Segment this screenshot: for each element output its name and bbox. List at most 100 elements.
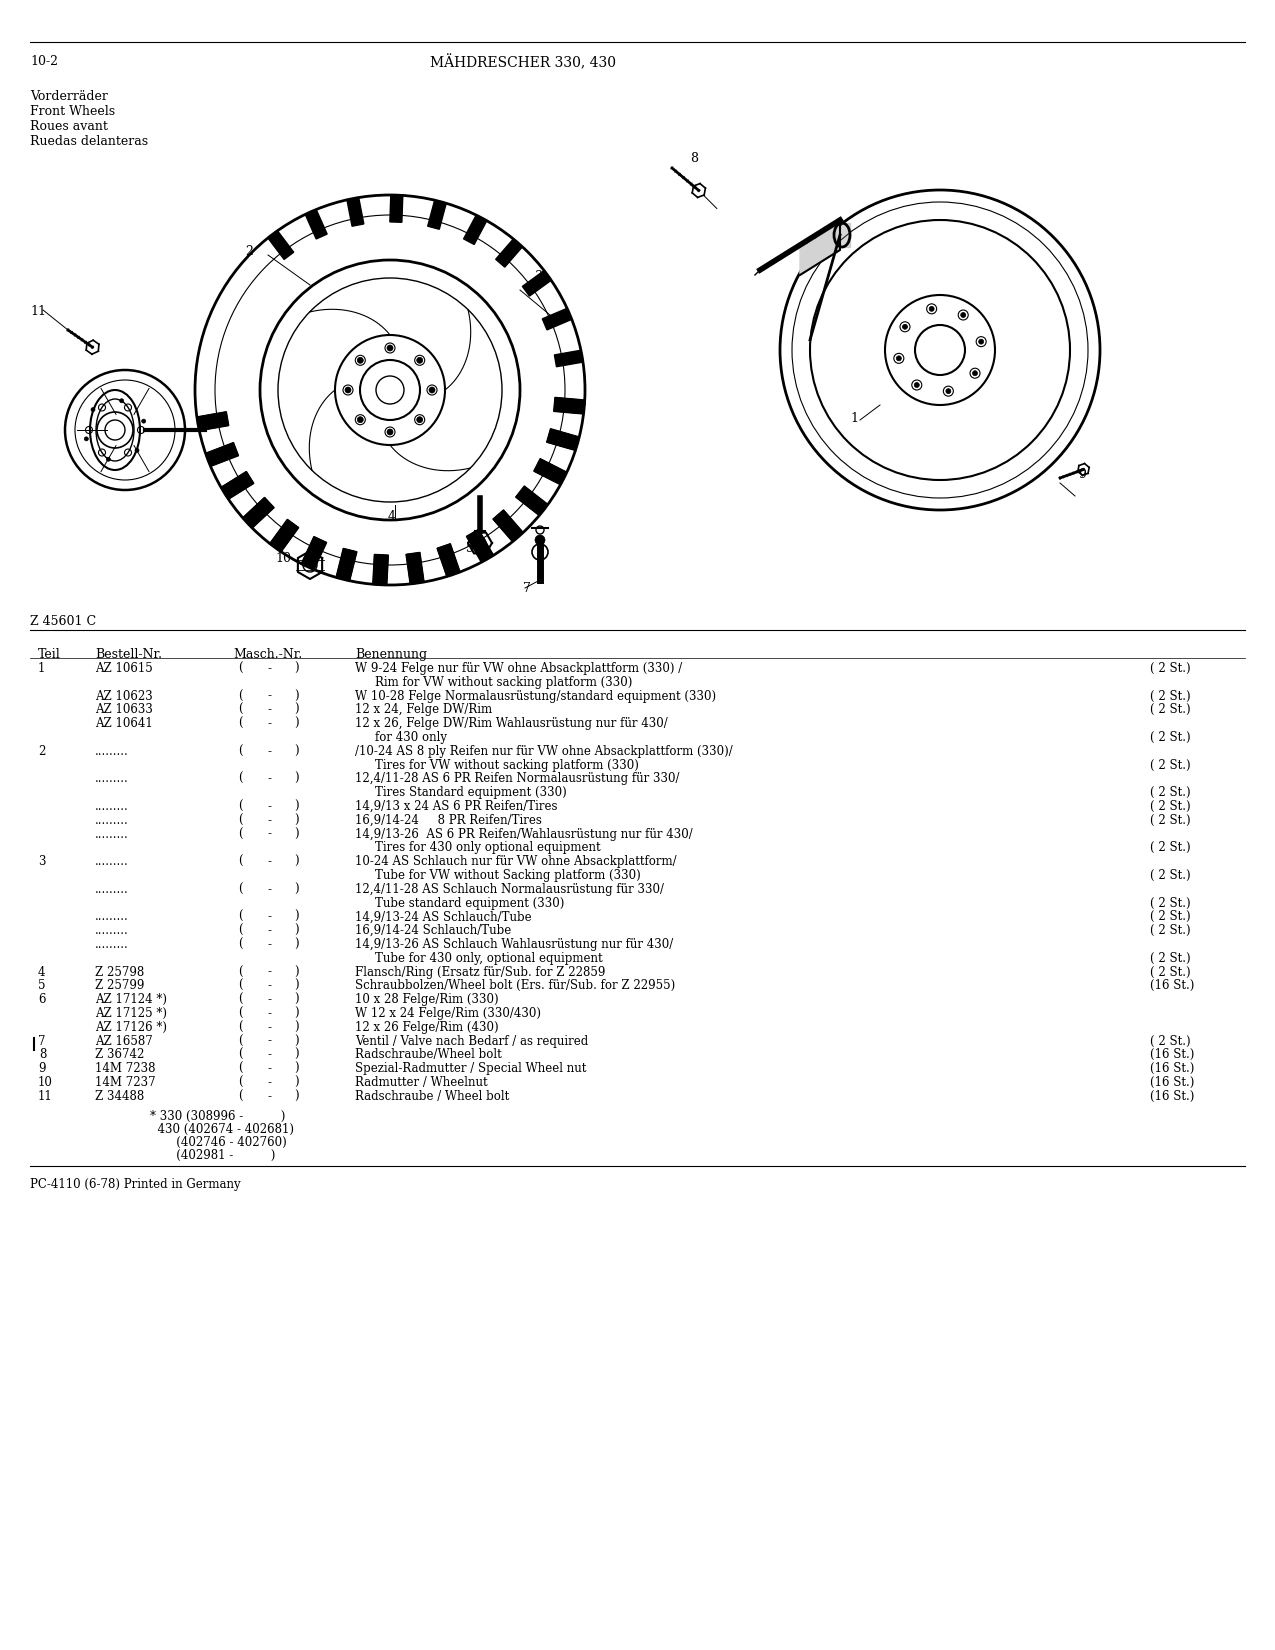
Polygon shape (464, 214, 487, 244)
Text: .........: ......... (96, 855, 129, 868)
Text: W 10-28 Felge Normalausrüstung/standard equipment (330): W 10-28 Felge Normalausrüstung/standard … (354, 690, 717, 703)
Text: 12,4/11-28 AS 6 PR Reifen Normalausrüstung für 330/: 12,4/11-28 AS 6 PR Reifen Normalausrüstu… (354, 772, 680, 785)
Text: Radschraube / Wheel bolt: Radschraube / Wheel bolt (354, 1089, 509, 1102)
Text: 8: 8 (40, 1048, 46, 1061)
Text: ( 2 St.): ( 2 St.) (1150, 965, 1191, 978)
Text: -: - (268, 855, 272, 868)
Circle shape (428, 388, 435, 393)
Text: (: ( (238, 800, 242, 813)
Circle shape (91, 408, 96, 411)
Circle shape (135, 449, 139, 452)
Circle shape (960, 312, 965, 317)
Polygon shape (437, 544, 460, 576)
Text: -: - (268, 813, 272, 827)
Text: Teil: Teil (38, 648, 61, 662)
Text: ( 2 St.): ( 2 St.) (1150, 785, 1191, 799)
Text: 2: 2 (245, 244, 252, 257)
Text: Vorderräder: Vorderräder (31, 91, 108, 102)
Text: 14,9/13-24 AS Schlauch/Tube: 14,9/13-24 AS Schlauch/Tube (354, 911, 532, 924)
Text: ( 2 St.): ( 2 St.) (1150, 911, 1191, 924)
Text: ): ) (295, 924, 298, 937)
Text: ): ) (295, 800, 298, 813)
Text: Bestell-Nr.: Bestell-Nr. (96, 648, 162, 662)
Polygon shape (372, 554, 389, 586)
Circle shape (357, 417, 363, 422)
Text: Ruedas delanteras: Ruedas delanteras (31, 135, 148, 148)
Text: -: - (268, 965, 272, 978)
Text: ): ) (295, 828, 298, 840)
Text: ): ) (295, 980, 298, 992)
Polygon shape (205, 442, 238, 467)
Text: AZ 10623: AZ 10623 (96, 690, 153, 703)
Text: ( 2 St.): ( 2 St.) (1150, 813, 1191, 827)
Text: (: ( (238, 980, 242, 992)
Text: -: - (268, 718, 272, 731)
Text: .........: ......... (96, 813, 129, 827)
Text: Z 36742: Z 36742 (96, 1048, 144, 1061)
Circle shape (142, 419, 145, 422)
Text: 5: 5 (465, 541, 474, 554)
Text: ( 2 St.): ( 2 St.) (1150, 731, 1191, 744)
Text: (: ( (238, 1076, 242, 1089)
Text: 5: 5 (38, 980, 46, 992)
Text: .........: ......... (96, 924, 129, 937)
Polygon shape (427, 200, 446, 229)
Text: 6: 6 (38, 993, 46, 1006)
Text: (16 St.): (16 St.) (1150, 1089, 1195, 1102)
Circle shape (973, 371, 978, 376)
Text: ): ) (295, 813, 298, 827)
Text: -: - (268, 800, 272, 813)
Text: -: - (268, 1076, 272, 1089)
Text: -: - (268, 1006, 272, 1020)
Polygon shape (547, 429, 579, 450)
Text: -: - (268, 1063, 272, 1076)
Circle shape (346, 388, 351, 393)
Polygon shape (534, 459, 567, 485)
Text: ( 2 St.): ( 2 St.) (1150, 800, 1191, 813)
Polygon shape (270, 520, 298, 551)
Circle shape (106, 457, 111, 462)
Text: (: ( (238, 1048, 242, 1061)
Text: -: - (268, 924, 272, 937)
Text: (: ( (238, 883, 242, 896)
Text: 12,4/11-28 AS Schlauch Normalausrüstung für 330/: 12,4/11-28 AS Schlauch Normalausrüstung … (354, 883, 664, 896)
Polygon shape (242, 497, 274, 528)
Circle shape (357, 358, 363, 363)
Text: 10 x 28 Felge/Rim (330): 10 x 28 Felge/Rim (330) (354, 993, 499, 1006)
Text: Z 25799: Z 25799 (96, 980, 144, 992)
Text: -: - (268, 690, 272, 703)
Text: ): ) (295, 1006, 298, 1020)
Text: (: ( (238, 1006, 242, 1020)
Text: 1: 1 (850, 412, 858, 426)
Text: -: - (268, 1048, 272, 1061)
Text: 11: 11 (38, 1089, 52, 1102)
Circle shape (417, 358, 423, 363)
Text: ): ) (295, 965, 298, 978)
Text: Radschraube/Wheel bolt: Radschraube/Wheel bolt (354, 1048, 502, 1061)
Text: ): ) (295, 855, 298, 868)
Polygon shape (390, 195, 403, 223)
Polygon shape (221, 472, 254, 500)
Text: -: - (268, 1021, 272, 1035)
Text: Benennung: Benennung (354, 648, 427, 662)
Text: Masch.-Nr.: Masch.-Nr. (233, 648, 302, 662)
Polygon shape (542, 309, 572, 330)
Text: ): ) (295, 1021, 298, 1035)
Text: -: - (268, 883, 272, 896)
Text: for 430 only: for 430 only (375, 731, 448, 744)
Text: 12 x 26, Felge DW/Rim Wahlausrüstung nur für 430/: 12 x 26, Felge DW/Rim Wahlausrüstung nur… (354, 718, 668, 731)
Text: Tube for 430 only, optional equipment: Tube for 430 only, optional equipment (375, 952, 603, 965)
Text: -: - (268, 662, 272, 675)
Text: ( 2 St.): ( 2 St.) (1150, 896, 1191, 909)
Text: 8: 8 (690, 152, 697, 165)
Text: 9: 9 (38, 1063, 46, 1076)
Text: 12 x 24, Felge DW/Rim: 12 x 24, Felge DW/Rim (354, 703, 492, 716)
Text: 10: 10 (275, 553, 291, 564)
Text: (: ( (238, 828, 242, 840)
Text: .........: ......... (96, 883, 129, 896)
Text: .........: ......... (96, 937, 129, 950)
Text: ): ) (295, 993, 298, 1006)
Text: ): ) (295, 703, 298, 716)
Text: (402746 - 402760): (402746 - 402760) (150, 1135, 287, 1148)
Text: ): ) (295, 772, 298, 785)
